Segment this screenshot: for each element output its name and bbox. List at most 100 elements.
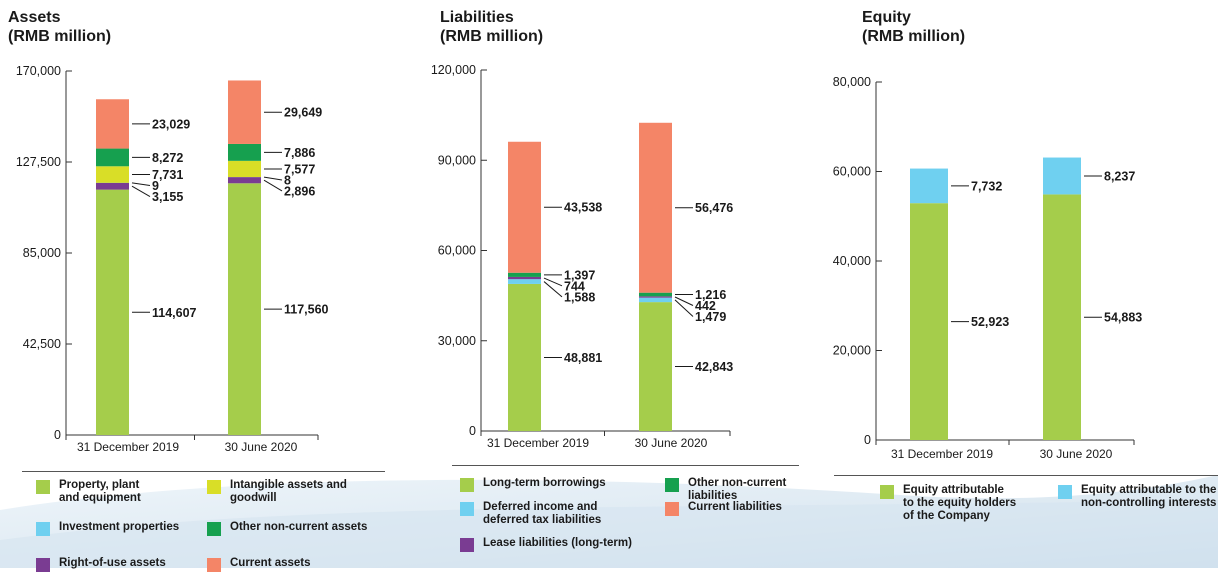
assets-bar-segment: [96, 166, 129, 183]
assets-legend-item: Current assets: [207, 557, 311, 572]
assets-bar-segment: [228, 160, 261, 178]
assets-bar-segment: [228, 177, 261, 184]
liabilities-legend-label: Current liabilities: [688, 501, 782, 513]
equity-y-tick-label: 40,000: [833, 254, 871, 268]
assets-value-label: 3,155: [152, 190, 183, 204]
liabilities-value-label: 1,397: [564, 268, 595, 282]
assets-legend-swatch: [207, 480, 221, 494]
assets-category-label: 30 June 2020: [225, 440, 298, 454]
liabilities-legend-item: Other non-current liabilities: [665, 477, 786, 503]
assets-legend-swatch: [207, 558, 221, 572]
assets-bar-segment: [228, 80, 261, 144]
liabilities-legend-label: Lease liabilities (long-term): [483, 537, 632, 549]
assets-value-leader: [263, 179, 283, 192]
liabilities-value-label: 56,476: [695, 201, 733, 215]
assets-legend-item: Property, plant and equipment: [36, 479, 141, 505]
liabilities-bar-segment: [508, 276, 541, 280]
assets-legend-swatch: [207, 522, 221, 536]
background-swoosh: [0, 475, 1218, 568]
liabilities-bar-segment: [639, 296, 672, 298]
equity-legend-item: Equity attributable to the non-controlli…: [1058, 484, 1216, 510]
assets-title: Assets (RMB million): [8, 9, 112, 45]
assets-value-label: 23,029: [152, 117, 190, 131]
liabilities-legend-swatch: [665, 478, 679, 492]
assets-bar-segment: [96, 99, 129, 149]
equity-bar-segment: [910, 203, 948, 440]
assets-legend-rule: [22, 471, 385, 472]
assets-value-label: 29,649: [284, 106, 322, 120]
liabilities-legend-label: Deferred income and deferred tax liabili…: [483, 501, 602, 526]
equity-value-label: 7,732: [971, 179, 1002, 193]
assets-chart: 0 42,500 85,000 127,500 170,000 31 December 2…: [16, 64, 329, 454]
liabilities-y-tick-label: 60,000: [438, 244, 476, 258]
assets-y-tick-label: 85,000: [23, 246, 61, 260]
liabilities-legend-item: Deferred income and deferred tax liabili…: [460, 501, 601, 527]
assets-category-label: 31 December 2019: [77, 440, 179, 454]
liabilities-y-tick-label: 30,000: [438, 334, 476, 348]
equity-panel: Equity (RMB million) 0 20,000 40,000 60,000…: [800, 0, 1218, 568]
assets-value-label: 8: [284, 173, 291, 187]
equity-bar-segment: [1043, 194, 1081, 440]
liabilities-chart: 0 30,000 60,000 90,000 120,000 31 December 20…: [431, 63, 733, 450]
assets-y-tick-label: 127,500: [16, 155, 61, 169]
liabilities-bar-segment: [639, 297, 672, 303]
assets-value-leader: [131, 182, 151, 187]
liabilities-legend-item: Current liabilities: [665, 501, 782, 516]
equity-value-label: 52,923: [971, 315, 1009, 329]
liabilities-bar-segment: [639, 302, 672, 431]
liabilities-legend-item: Lease liabilities (long-term): [460, 537, 632, 552]
liabilities-legend-swatch: [460, 502, 474, 516]
assets-legend-label: Right-of-use assets: [59, 557, 166, 569]
assets-legend-item: Right-of-use assets: [36, 557, 166, 572]
assets-legend-swatch: [36, 480, 50, 494]
liabilities-value-label: 442: [695, 299, 716, 313]
assets-value-label: 8,272: [152, 151, 183, 165]
equity-category-label: 31 December 2019: [891, 447, 993, 461]
assets-legend-swatch: [36, 522, 50, 536]
assets-legend-label: Property, plant and equipment: [59, 479, 141, 504]
equity-legend-item: Equity attributable to the equity holder…: [880, 484, 1016, 523]
liabilities-value-label: 1,588: [564, 290, 595, 304]
assets-value-label: 7,886: [284, 146, 315, 160]
assets-value-label: 2,896: [284, 184, 315, 198]
liabilities-bar-segment: [508, 283, 541, 431]
assets-y-tick-label: 170,000: [16, 64, 61, 78]
liabilities-y-tick-label: 0: [469, 424, 476, 438]
liabilities-legend-swatch: [460, 538, 474, 552]
liabilities-bar-segment: [508, 272, 541, 277]
assets-value-label: 114,607: [152, 306, 197, 320]
liabilities-title: Liabilities (RMB million): [440, 9, 544, 45]
liabilities-legend-swatch: [665, 502, 679, 516]
assets-value-label: 7,577: [284, 162, 315, 176]
equity-y-tick-label: 0: [864, 433, 871, 447]
equity-bar-segment: [910, 168, 948, 204]
liabilities-value-label: 42,843: [695, 360, 733, 374]
liabilities-bar-segment: [639, 122, 672, 293]
assets-bar-segment: [96, 189, 129, 435]
assets-legend-label: Current assets: [230, 557, 311, 569]
equity-legend-label: Equity attributable to the non-controlli…: [1081, 484, 1217, 509]
assets-value-leader: [263, 176, 283, 181]
assets-legend-label: Other non-current assets: [230, 521, 368, 533]
liabilities-value-leader: [543, 277, 563, 287]
liabilities-legend-label: Other non-current liabilities: [688, 477, 787, 502]
liabilities-category-label: 31 December 2019: [487, 436, 589, 450]
liabilities-bar-segment: [508, 141, 541, 273]
liabilities-value-label: 43,538: [564, 201, 602, 215]
liabilities-panel: Liabilities (RMB million) 0 30,000 60,000 9…: [400, 0, 800, 568]
liabilities-category-label: 30 June 2020: [635, 436, 708, 450]
equity-bar-segment: [1043, 157, 1081, 195]
liabilities-value-label: 1,216: [695, 288, 726, 302]
liabilities-bar-segment: [508, 279, 541, 284]
liabilities-legend-label: Long-term borrowings: [483, 477, 606, 489]
assets-legend-item: Other non-current assets: [207, 521, 367, 536]
liabilities-legend-item: Long-term borrowings: [460, 477, 606, 492]
liabilities-y-tick-label: 90,000: [438, 153, 476, 167]
liabilities-value-label: 744: [564, 279, 585, 293]
equity-y-tick-label: 60,000: [833, 165, 871, 179]
equity-value-label: 54,883: [1104, 311, 1142, 325]
equity-legend-swatch: [880, 485, 894, 499]
assets-legend-item: Intangible assets and goodwill: [207, 479, 347, 505]
liabilities-value-leader: [543, 281, 563, 298]
liabilities-legend-rule: [452, 465, 799, 466]
